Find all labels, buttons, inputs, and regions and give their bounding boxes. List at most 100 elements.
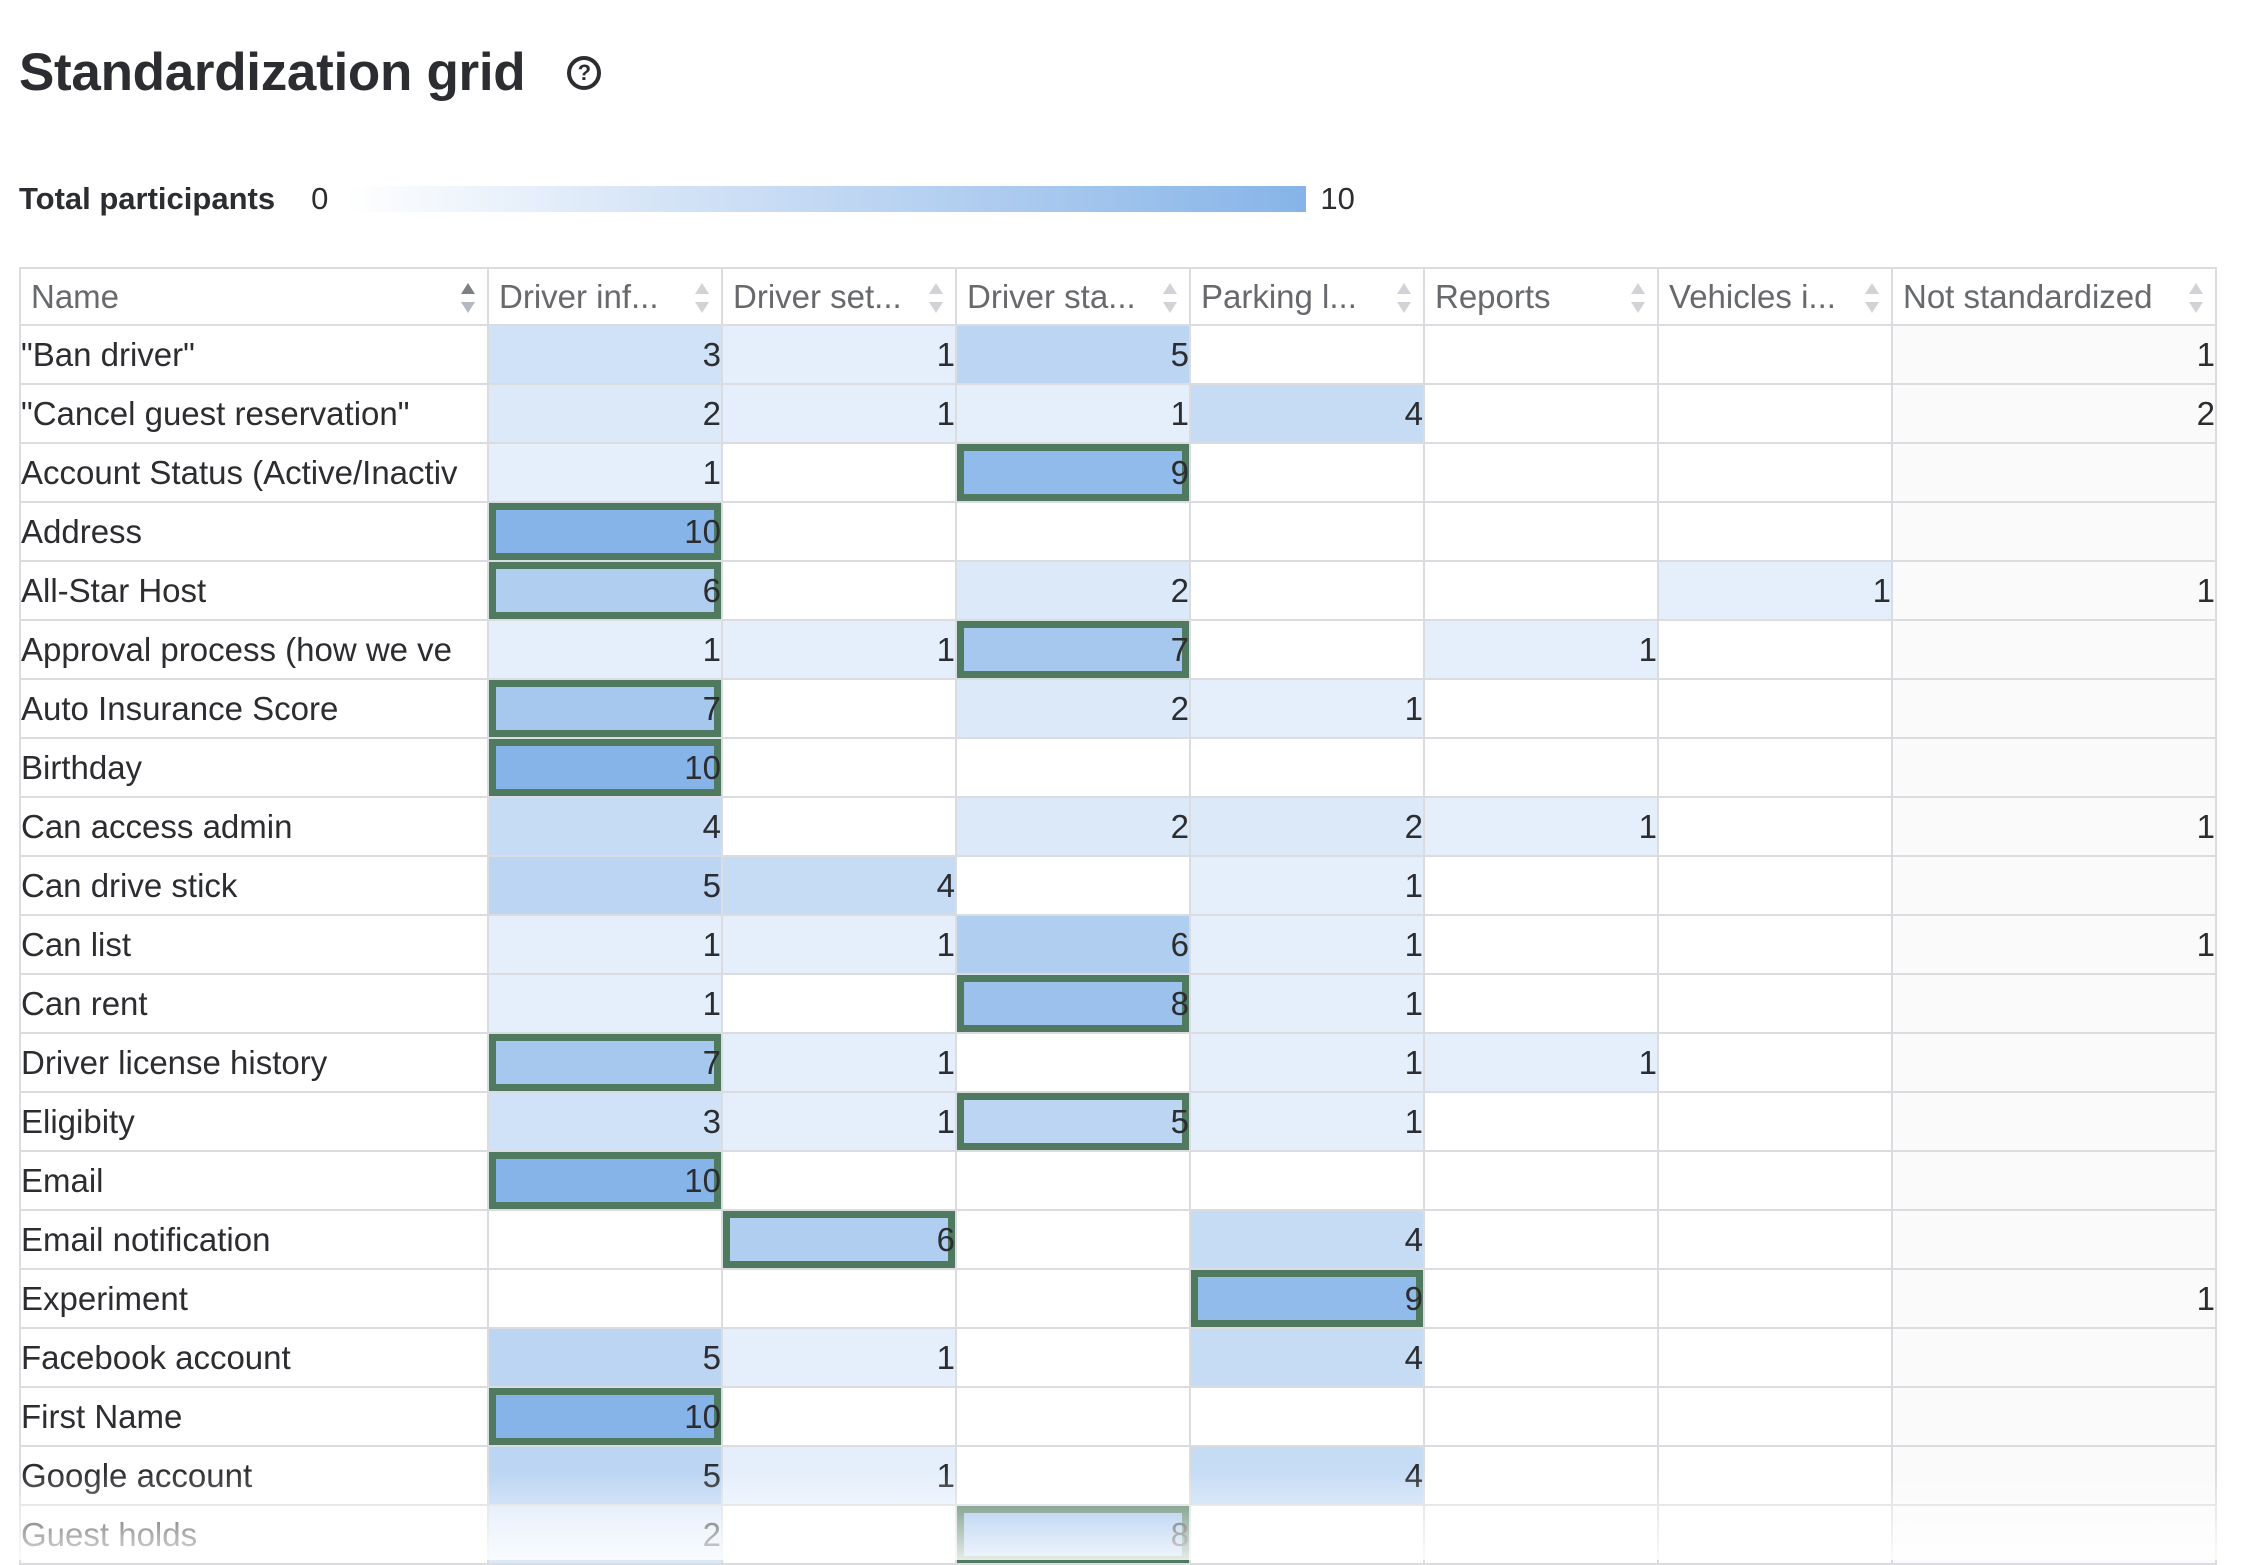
standardized-cell[interactable]: 9 <box>955 442 1191 503</box>
count-cell[interactable]: 1 <box>1423 796 1659 857</box>
column-header[interactable]: Driver inf... <box>487 267 723 326</box>
count-cell[interactable]: 1 <box>1189 1032 1425 1093</box>
standardized-cell[interactable]: 7 <box>955 619 1191 680</box>
not-standardized-cell[interactable] <box>1891 855 2217 916</box>
count-cell[interactable] <box>1189 1504 1425 1565</box>
count-cell[interactable] <box>955 1209 1191 1270</box>
count-cell[interactable]: 1 <box>721 1445 957 1506</box>
count-cell[interactable] <box>1657 678 1893 739</box>
count-cell[interactable] <box>1657 1327 1893 1388</box>
count-cell[interactable] <box>1423 1091 1659 1152</box>
count-cell[interactable] <box>1657 1268 1893 1329</box>
not-standardized-cell[interactable] <box>1891 973 2217 1034</box>
sort-arrows-icon[interactable] <box>1397 283 1411 313</box>
count-cell[interactable] <box>721 737 957 798</box>
not-standardized-cell[interactable] <box>1891 1032 2217 1093</box>
count-cell[interactable]: 4 <box>1189 1445 1425 1506</box>
row-name-cell[interactable]: Email <box>19 1150 489 1211</box>
not-standardized-cell[interactable] <box>1891 1091 2217 1152</box>
count-cell[interactable]: 1 <box>1423 619 1659 680</box>
row-name-cell[interactable]: Birthday <box>19 737 489 798</box>
count-cell[interactable]: 1 <box>721 1032 957 1093</box>
row-name-cell[interactable]: First Name <box>19 1386 489 1447</box>
column-header[interactable]: Not standardized <box>1891 267 2217 326</box>
not-standardized-cell[interactable]: 1 <box>1891 1268 2217 1329</box>
count-cell[interactable] <box>721 560 957 621</box>
count-cell[interactable] <box>1423 914 1659 975</box>
count-cell[interactable] <box>1423 442 1659 503</box>
count-cell[interactable] <box>955 1032 1191 1093</box>
not-standardized-cell[interactable]: 1 <box>1891 560 2217 621</box>
count-cell[interactable] <box>721 1268 957 1329</box>
standardized-cell[interactable]: 10 <box>487 737 723 798</box>
count-cell[interactable]: 2 <box>955 560 1191 621</box>
count-cell[interactable] <box>721 501 957 562</box>
count-cell[interactable] <box>1657 1150 1893 1211</box>
row-name-cell[interactable]: Google account <box>19 1445 489 1506</box>
not-standardized-cell[interactable]: 1 <box>1891 796 2217 857</box>
column-header[interactable]: Driver sta... <box>955 267 1191 326</box>
count-cell[interactable]: 2 <box>487 1504 723 1565</box>
count-cell[interactable]: 1 <box>1657 560 1893 621</box>
row-name-cell[interactable]: "Ban driver" <box>19 324 489 385</box>
count-cell[interactable] <box>1657 324 1893 385</box>
count-cell[interactable] <box>1423 678 1659 739</box>
row-name-cell[interactable]: All-Star Host <box>19 560 489 621</box>
column-header[interactable]: Vehicles i... <box>1657 267 1893 326</box>
sort-arrows-icon[interactable] <box>695 283 709 313</box>
count-cell[interactable] <box>955 501 1191 562</box>
count-cell[interactable] <box>1423 1445 1659 1506</box>
row-name-cell[interactable]: Can access admin <box>19 796 489 857</box>
count-cell[interactable]: 1 <box>721 619 957 680</box>
not-standardized-cell[interactable]: 2 <box>1891 383 2217 444</box>
not-standardized-cell[interactable] <box>1891 1150 2217 1211</box>
column-header-name[interactable]: Name <box>19 267 489 326</box>
count-cell[interactable] <box>1657 1091 1893 1152</box>
count-cell[interactable]: 1 <box>721 1091 957 1152</box>
count-cell[interactable] <box>1189 324 1425 385</box>
row-name-cell[interactable]: Can rent <box>19 973 489 1034</box>
count-cell[interactable] <box>1189 1386 1425 1447</box>
count-cell[interactable] <box>1189 501 1425 562</box>
not-standardized-cell[interactable] <box>1891 1386 2217 1447</box>
count-cell[interactable] <box>1423 1327 1659 1388</box>
count-cell[interactable] <box>1423 1268 1659 1329</box>
count-cell[interactable] <box>1189 737 1425 798</box>
column-header[interactable]: Parking l... <box>1189 267 1425 326</box>
sort-arrows-icon[interactable] <box>1631 283 1645 313</box>
count-cell[interactable]: 4 <box>1189 1209 1425 1270</box>
not-standardized-cell[interactable]: 1 <box>1891 324 2217 385</box>
count-cell[interactable]: 1 <box>487 914 723 975</box>
count-cell[interactable] <box>1423 501 1659 562</box>
count-cell[interactable]: 1 <box>721 914 957 975</box>
count-cell[interactable] <box>955 737 1191 798</box>
row-name-cell[interactable]: Eligibity <box>19 1091 489 1152</box>
count-cell[interactable]: 3 <box>487 1091 723 1152</box>
row-name-cell[interactable]: Email notification <box>19 1209 489 1270</box>
count-cell[interactable] <box>1657 442 1893 503</box>
count-cell[interactable]: 1 <box>721 1327 957 1388</box>
row-name-cell[interactable]: Facebook account <box>19 1327 489 1388</box>
standardized-cell[interactable]: 10 <box>487 1150 723 1211</box>
count-cell[interactable] <box>1657 1209 1893 1270</box>
count-cell[interactable] <box>1657 501 1893 562</box>
count-cell[interactable] <box>1423 737 1659 798</box>
count-cell[interactable] <box>1657 914 1893 975</box>
count-cell[interactable] <box>1423 1386 1659 1447</box>
sort-arrows-icon[interactable] <box>1865 283 1879 313</box>
count-cell[interactable] <box>1657 855 1893 916</box>
count-cell[interactable] <box>955 855 1191 916</box>
count-cell[interactable]: 5 <box>487 1445 723 1506</box>
standardized-cell[interactable]: 5 <box>955 1091 1191 1152</box>
not-standardized-cell[interactable] <box>1891 1445 2217 1506</box>
column-header[interactable]: Reports <box>1423 267 1659 326</box>
count-cell[interactable]: 2 <box>1189 796 1425 857</box>
count-cell[interactable]: 1 <box>1423 1032 1659 1093</box>
count-cell[interactable] <box>1657 796 1893 857</box>
count-cell[interactable]: 1 <box>487 619 723 680</box>
not-standardized-cell[interactable] <box>1891 1209 2217 1270</box>
count-cell[interactable]: 1 <box>1189 914 1425 975</box>
count-cell[interactable]: 1 <box>721 383 957 444</box>
row-name-cell[interactable]: Guest holds <box>19 1504 489 1565</box>
standardized-cell[interactable]: 10 <box>487 1386 723 1447</box>
